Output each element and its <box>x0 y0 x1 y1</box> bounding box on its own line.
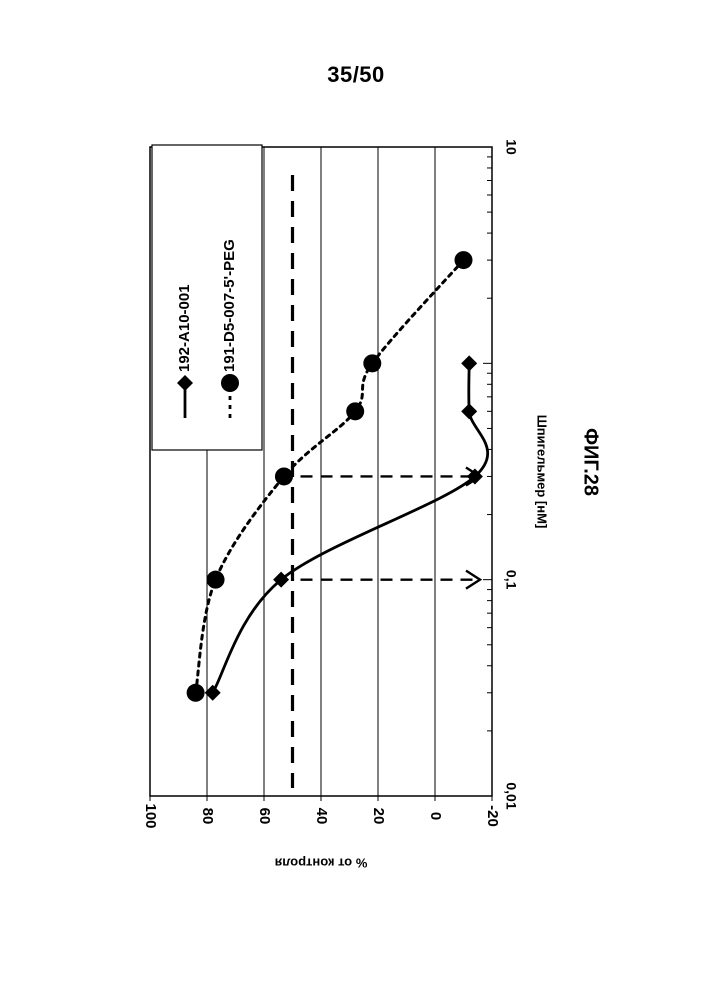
data-point-circle <box>275 467 293 485</box>
data-point-diamond <box>461 355 477 371</box>
x-tick-label: 0,1 <box>503 570 519 590</box>
x-axis-label: Шпигельмер [нМ] <box>535 415 550 529</box>
legend-label: 192-A10-001 <box>176 284 193 372</box>
data-point-circle <box>363 354 381 372</box>
legend-label: 191-D5-007-5'-PEG <box>221 239 238 372</box>
y-tick-label: 60 <box>256 808 273 825</box>
y-tick-label: 100 <box>142 803 159 828</box>
y-tick-label: -20 <box>484 805 501 827</box>
legend: 192-A10-001 191-D5-007-5'-PEG <box>152 145 262 450</box>
x-tick-label: 0,01 <box>503 782 519 809</box>
data-point-circle <box>187 684 205 702</box>
y-tick-label: 80 <box>199 808 216 825</box>
y-tick-label: 0 <box>427 812 444 820</box>
x-tick-label: 10 <box>503 139 519 155</box>
y-axis-label: % от контроля <box>275 856 368 871</box>
y-tick-label: 40 <box>313 808 330 825</box>
data-point-diamond <box>461 403 477 419</box>
data-point-circle <box>346 402 364 420</box>
legend-swatch-marker <box>221 374 239 392</box>
legend-box <box>152 145 262 450</box>
data-point-circle <box>207 571 225 589</box>
data-point-circle <box>455 251 473 269</box>
figure-caption: ФИГ.28 <box>580 428 602 496</box>
y-tick-label: 20 <box>370 808 387 825</box>
